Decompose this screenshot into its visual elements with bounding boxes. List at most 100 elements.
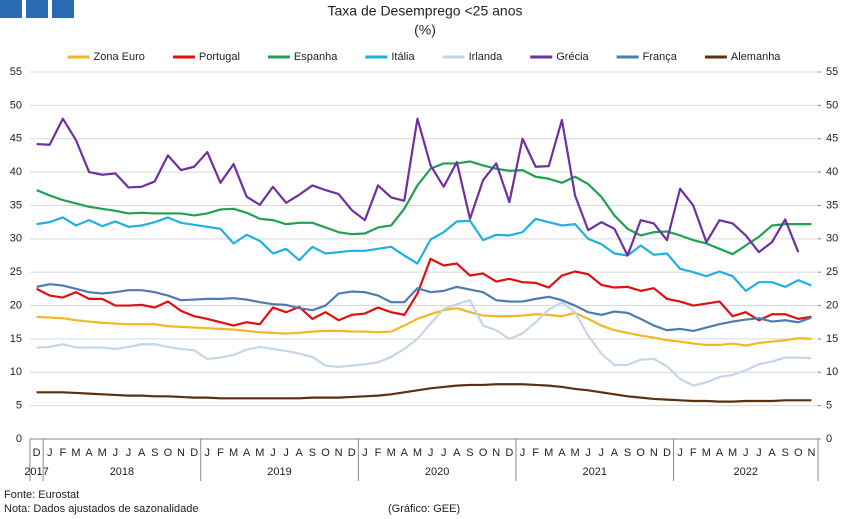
y2-tick-label: 30 bbox=[826, 233, 838, 245]
x-tick-label: A bbox=[401, 447, 409, 459]
series-line bbox=[36, 160, 812, 256]
x-tick-label: A bbox=[768, 447, 776, 459]
legend-label: Alemanha bbox=[731, 51, 781, 63]
y2-tick-label: 45 bbox=[826, 133, 838, 145]
y-tick-label: 50 bbox=[10, 99, 22, 111]
x-tick-label: A bbox=[243, 447, 251, 459]
x-tick-label: N bbox=[335, 447, 343, 459]
y-tick-label: 15 bbox=[10, 333, 22, 345]
series-line bbox=[36, 117, 800, 257]
y2-tick-label: 50 bbox=[826, 99, 838, 111]
series-line bbox=[36, 307, 812, 347]
x-tick-label: S bbox=[309, 447, 316, 459]
x-tick-label: N bbox=[650, 447, 658, 459]
x-tick-label: O bbox=[636, 447, 645, 459]
legend-label: Irlanda bbox=[469, 51, 504, 63]
x-tick-label: A bbox=[296, 447, 304, 459]
x-tick-label: J bbox=[205, 447, 211, 459]
x-tick-label: M bbox=[702, 447, 711, 459]
x-tick-label: J bbox=[47, 447, 53, 459]
y2-tick-label: 55 bbox=[826, 66, 838, 78]
year-label: 2017 bbox=[24, 466, 48, 478]
x-tick-label: D bbox=[33, 447, 41, 459]
x-tick-label: M bbox=[229, 447, 238, 459]
x-tick-label: J bbox=[283, 447, 289, 459]
logo-block bbox=[26, 0, 48, 18]
year-label: 2020 bbox=[425, 466, 449, 478]
x-tick-label: A bbox=[611, 447, 619, 459]
x-tick-label: A bbox=[85, 447, 93, 459]
x-tick-label: N bbox=[177, 447, 185, 459]
x-tick-label: M bbox=[728, 447, 737, 459]
x-tick-label: D bbox=[190, 447, 198, 459]
x-tick-label: A bbox=[558, 447, 566, 459]
y-tick-label: 45 bbox=[10, 133, 22, 145]
y-tick-label: 55 bbox=[10, 66, 22, 78]
x-tick-label: O bbox=[164, 447, 173, 459]
x-tick-label: J bbox=[362, 447, 368, 459]
x-tick-label: J bbox=[126, 447, 132, 459]
x-tick-label: J bbox=[270, 447, 276, 459]
x-tick-label: O bbox=[321, 447, 330, 459]
year-label: 2021 bbox=[582, 466, 606, 478]
legend-label: França bbox=[643, 51, 678, 63]
x-tick-label: J bbox=[599, 447, 605, 459]
x-tick-label: M bbox=[71, 447, 80, 459]
x-tick-label: F bbox=[59, 447, 66, 459]
series-line bbox=[36, 283, 812, 332]
x-tick-label: D bbox=[505, 447, 513, 459]
y2-tick-label: 0 bbox=[826, 433, 832, 445]
x-tick-label: F bbox=[690, 447, 697, 459]
y-tick-label: 40 bbox=[10, 166, 22, 178]
x-tick-label: S bbox=[466, 447, 473, 459]
credit: (Gráfico: GEE) bbox=[388, 503, 460, 515]
x-tick-label: J bbox=[756, 447, 762, 459]
y2-tick-label: 35 bbox=[826, 199, 838, 211]
x-tick-label: M bbox=[570, 447, 579, 459]
x-tick-label: F bbox=[217, 447, 224, 459]
x-tick-label: J bbox=[520, 447, 526, 459]
x-tick-label: O bbox=[479, 447, 488, 459]
y2-tick-label: 40 bbox=[826, 166, 838, 178]
x-tick-label: S bbox=[624, 447, 631, 459]
chart-subtitle: (%) bbox=[414, 22, 436, 38]
y-tick-label: 10 bbox=[10, 366, 22, 378]
x-tick-label: N bbox=[807, 447, 815, 459]
logo-block bbox=[0, 0, 22, 18]
x-tick-label: M bbox=[98, 447, 107, 459]
x-tick-label: S bbox=[151, 447, 158, 459]
series-line bbox=[36, 257, 812, 327]
chart-title: Taxa de Desemprego <25 anos bbox=[328, 3, 523, 19]
y2-tick-label: 10 bbox=[826, 366, 838, 378]
y-tick-label: 30 bbox=[10, 233, 22, 245]
y-tick-label: 20 bbox=[10, 299, 22, 311]
note: Nota: Dados ajustados de sazonalidade bbox=[4, 503, 198, 515]
x-tick-label: D bbox=[663, 447, 671, 459]
y-tick-label: 25 bbox=[10, 266, 22, 278]
x-tick-label: A bbox=[453, 447, 461, 459]
x-tick-label: J bbox=[441, 447, 447, 459]
year-label: 2022 bbox=[734, 466, 758, 478]
y-tick-label: 0 bbox=[16, 433, 22, 445]
series-line bbox=[36, 383, 812, 403]
x-tick-label: J bbox=[113, 447, 119, 459]
x-tick-label: J bbox=[428, 447, 434, 459]
x-tick-label: M bbox=[387, 447, 396, 459]
legend-label: Grécia bbox=[556, 51, 589, 63]
x-tick-label: D bbox=[348, 447, 356, 459]
x-tick-label: M bbox=[255, 447, 264, 459]
y2-tick-label: 25 bbox=[826, 266, 838, 278]
x-tick-label: A bbox=[716, 447, 724, 459]
x-tick-label: J bbox=[677, 447, 683, 459]
year-label: 2019 bbox=[267, 466, 291, 478]
x-tick-label: J bbox=[743, 447, 749, 459]
x-tick-label: A bbox=[138, 447, 146, 459]
y2-tick-label: 15 bbox=[826, 333, 838, 345]
legend-label: Espanha bbox=[294, 51, 338, 63]
x-tick-label: M bbox=[544, 447, 553, 459]
y-tick-label: 5 bbox=[16, 400, 22, 412]
source: Fonte: Eurostat bbox=[4, 489, 79, 501]
legend-label: Portugal bbox=[199, 51, 240, 63]
x-tick-label: S bbox=[781, 447, 788, 459]
